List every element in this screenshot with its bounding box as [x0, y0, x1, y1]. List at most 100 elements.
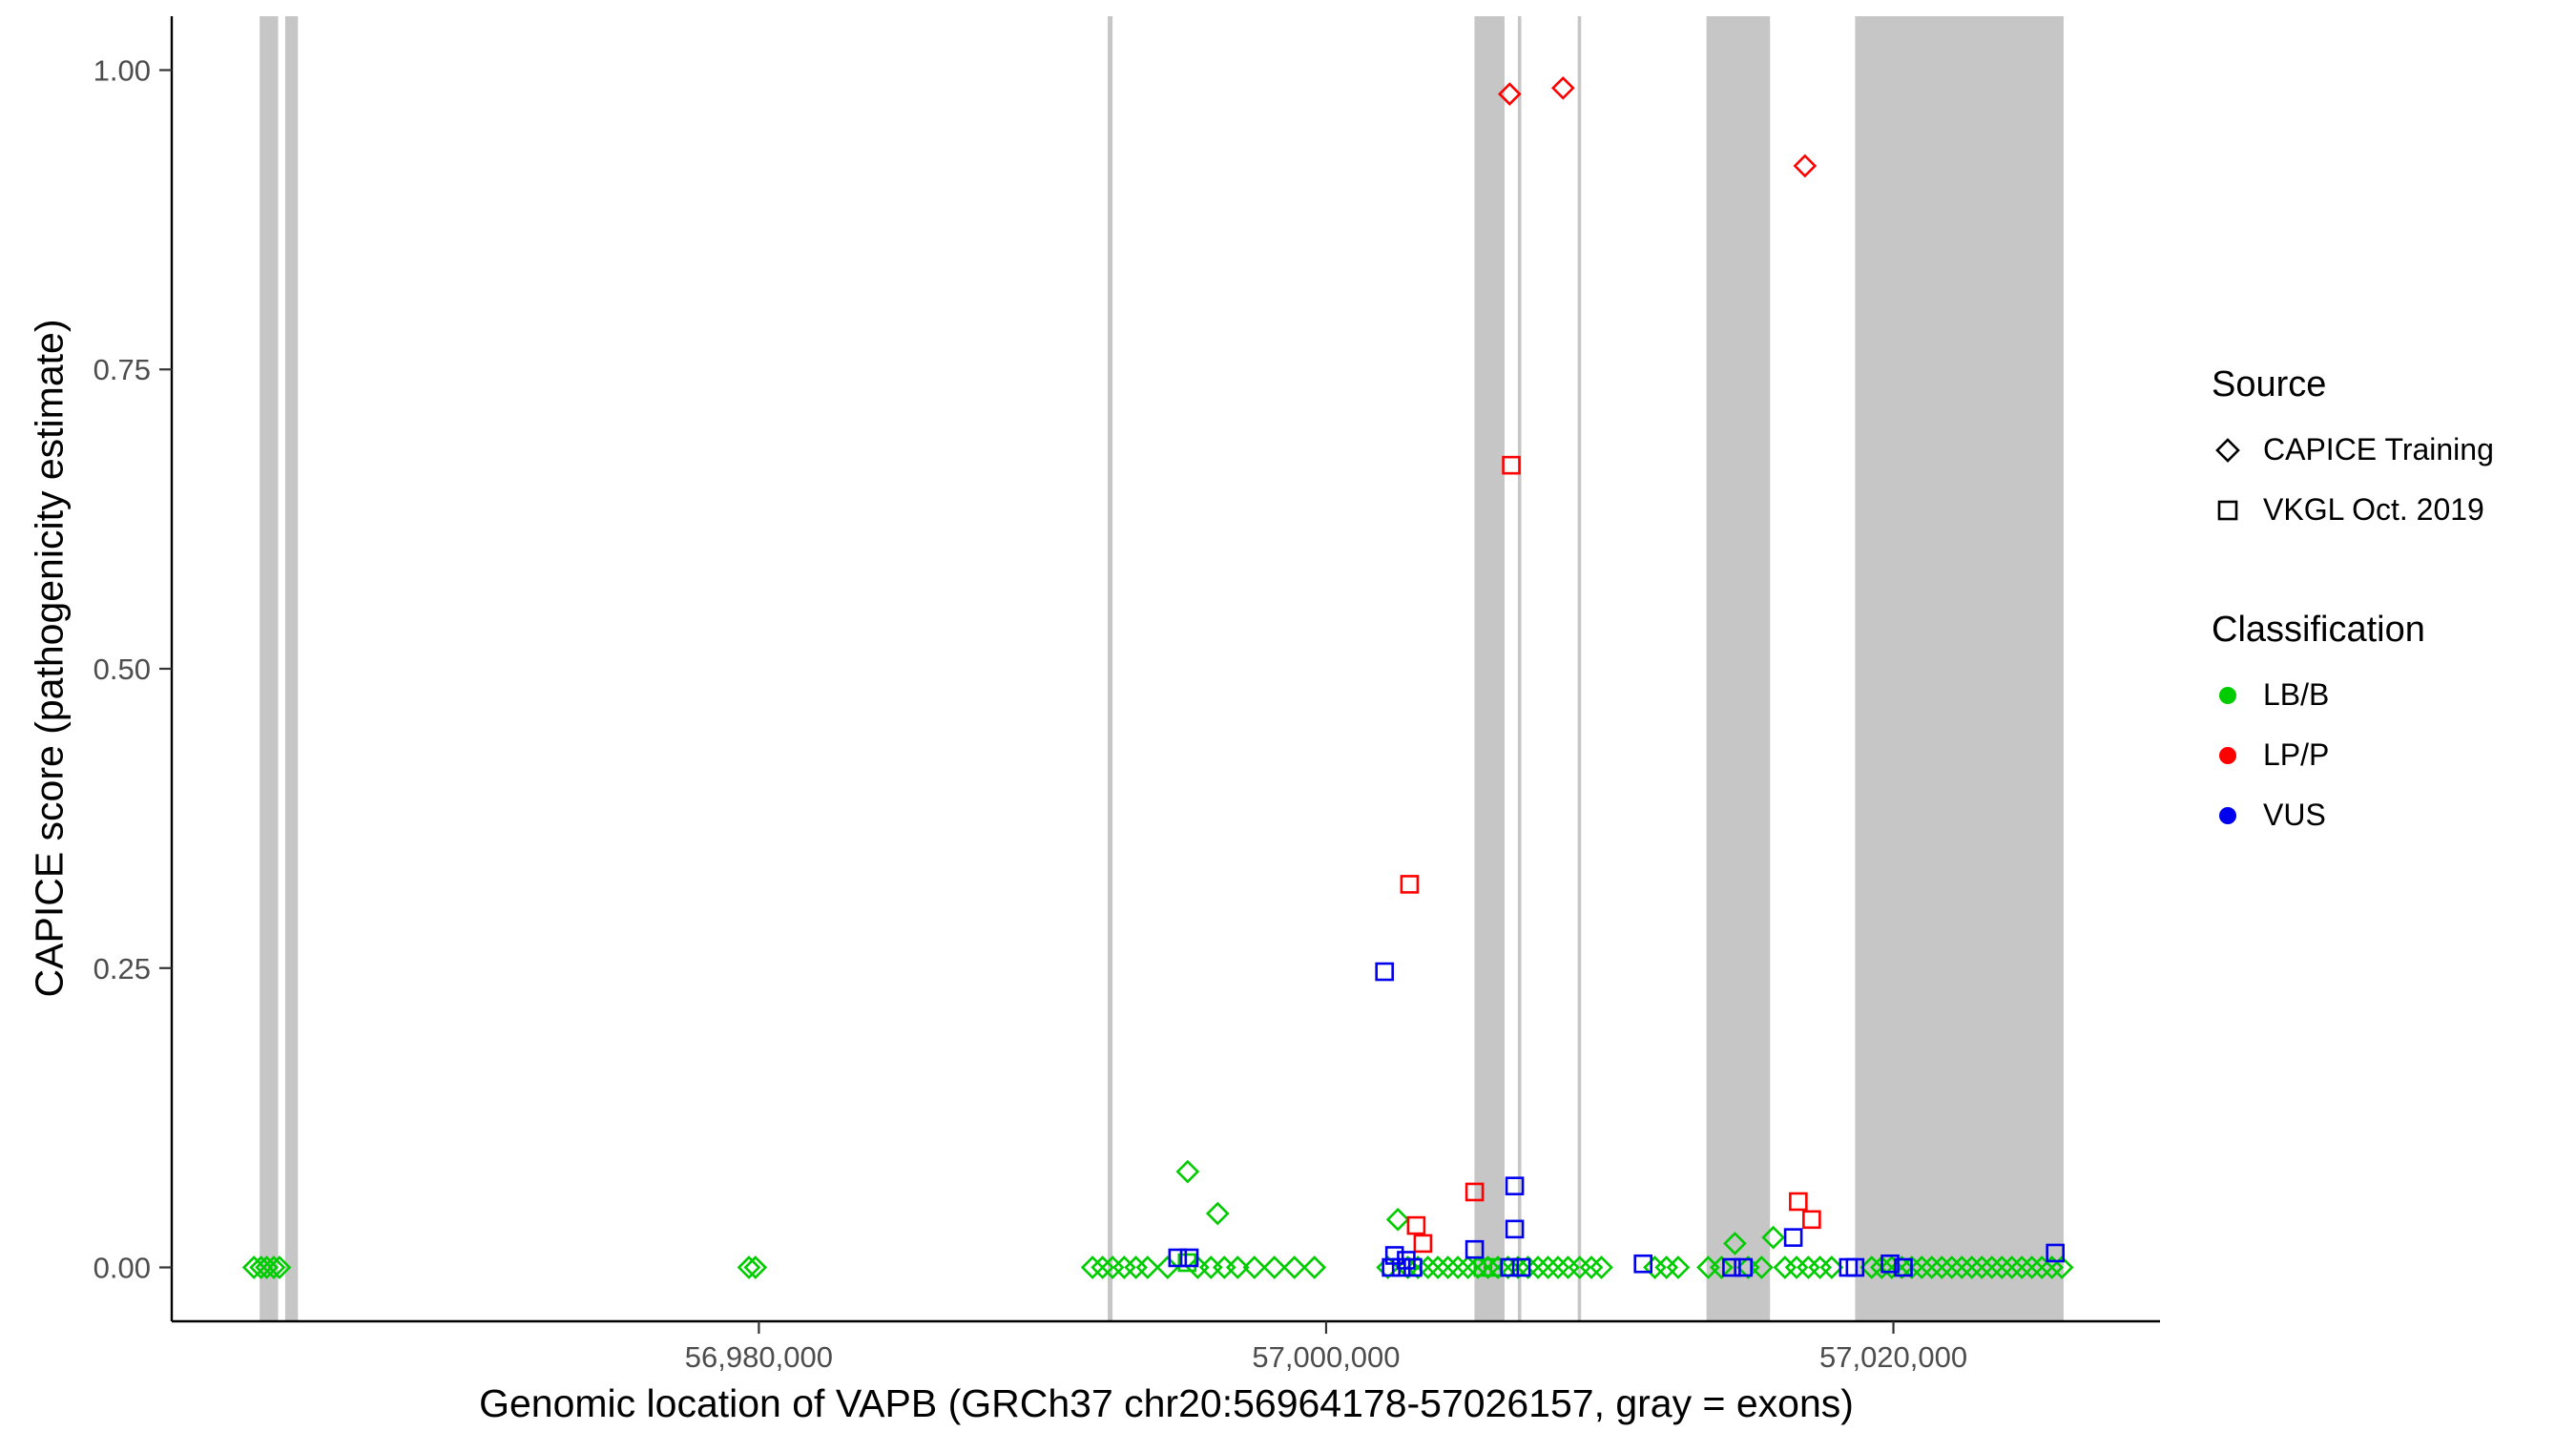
data-point-diamond: [1212, 1255, 1236, 1279]
data-point-square: [1783, 1228, 1803, 1247]
data-point-diamond: [2000, 1255, 2025, 1279]
data-point-square: [1722, 1257, 1741, 1277]
data-point-diamond: [261, 1255, 286, 1279]
diamond-icon: [2215, 437, 2240, 463]
data-point-square: [1177, 1253, 1197, 1273]
data-point-diamond: [1909, 1255, 1934, 1279]
exon-band: [284, 16, 299, 1321]
data-point-diamond: [1819, 1255, 1844, 1279]
data-point-diamond: [1155, 1255, 1180, 1279]
data-point-diamond: [1989, 1255, 2014, 1279]
data-point-diamond: [1949, 1255, 1974, 1279]
data-point-diamond: [1929, 1255, 1954, 1279]
data-point-square: [1894, 1257, 1913, 1277]
data-point-diamond: [1516, 1255, 1540, 1279]
x-tick-label: 57,020,000: [1819, 1340, 1967, 1374]
x-axis-title: Genomic location of VAPB (GRCh37 chr20:5…: [479, 1381, 1854, 1425]
data-point-square: [1168, 1248, 1188, 1268]
data-point-diamond: [1425, 1255, 1450, 1279]
exon-band: [1474, 16, 1505, 1321]
legend-item-label: VUS: [2263, 798, 2326, 832]
data-point-square: [1375, 962, 1394, 982]
exon-band: [1517, 16, 1522, 1321]
data-point-diamond: [2009, 1255, 2034, 1279]
legend-classification-group: Classification LB/B LP/P VUS: [2212, 610, 2494, 833]
data-point-square: [1500, 1257, 1520, 1277]
data-point-diamond: [1536, 1255, 1560, 1279]
exon-band: [1706, 16, 1771, 1321]
data-point-square: [1633, 1254, 1653, 1274]
legend: Source CAPICE Training VKGL Oct. 2019 Cl…: [2212, 364, 2494, 858]
blue-dot-icon: [2219, 806, 2236, 824]
data-point-square: [1400, 875, 1420, 894]
legend-item-vus: VUS: [2212, 798, 2494, 833]
data-point-diamond: [1405, 1255, 1430, 1279]
data-point-diamond: [1282, 1255, 1307, 1279]
data-point-diamond: [1940, 1255, 1964, 1279]
data-point-diamond: [1262, 1255, 1287, 1279]
legend-item-capice-training: CAPICE Training: [2212, 432, 2494, 467]
data-point-square: [1511, 1257, 1531, 1277]
data-point-square: [1473, 1257, 1493, 1277]
data-point-diamond: [737, 1255, 761, 1279]
data-point-diamond: [1550, 75, 1575, 100]
legend-item-label: CAPICE Training: [2263, 432, 2494, 467]
exon-band: [1855, 16, 2064, 1321]
data-point-square: [1802, 1210, 1821, 1230]
data-point-diamond: [1497, 82, 1522, 106]
data-point-diamond: [1135, 1255, 1160, 1279]
data-point-diamond: [1579, 1255, 1604, 1279]
data-point-square: [1384, 1246, 1404, 1265]
data-point-diamond: [2049, 1255, 2074, 1279]
data-point-diamond: [743, 1255, 768, 1279]
exon-band: [1577, 16, 1582, 1321]
data-point-diamond: [1385, 1207, 1410, 1232]
data-point-square: [1505, 1176, 1525, 1195]
legend-item-label: LP/P: [2263, 737, 2330, 772]
data-point-diamond: [1723, 1232, 1747, 1255]
x-tick-label: 57,000,000: [1252, 1340, 1400, 1374]
data-point-square: [1505, 1219, 1525, 1239]
data-point-diamond: [1445, 1255, 1470, 1279]
data-point-diamond: [2040, 1255, 2065, 1279]
data-point-diamond: [1526, 1255, 1550, 1279]
data-point-square: [1502, 455, 1521, 475]
data-point-diamond: [1761, 1225, 1785, 1250]
data-point-diamond: [1198, 1255, 1223, 1279]
data-point-square: [2046, 1243, 2065, 1263]
data-point-square: [1845, 1257, 1865, 1277]
data-point-diamond: [1436, 1255, 1460, 1279]
data-point-diamond: [1750, 1255, 1774, 1279]
data-point-square: [1179, 1248, 1199, 1268]
legend-item-label: VKGL Oct. 2019: [2263, 492, 2484, 527]
legend-item-label: LB/B: [2263, 677, 2330, 712]
data-point-diamond: [1205, 1201, 1230, 1226]
data-point-square: [1789, 1192, 1808, 1212]
data-point-square: [1403, 1257, 1423, 1277]
legend-classification-title: Classification: [2212, 610, 2425, 650]
y-tick-label: 0.75: [93, 353, 151, 386]
data-point-diamond: [1175, 1159, 1200, 1184]
data-point-diamond: [1980, 1255, 2005, 1279]
legend-item-lpp: LP/P: [2212, 737, 2494, 773]
data-point-diamond: [1793, 154, 1818, 178]
data-point-diamond: [1242, 1255, 1267, 1279]
data-point-diamond: [1080, 1255, 1105, 1279]
legend-item-vkgl: VKGL Oct. 2019: [2212, 492, 2494, 528]
data-point-diamond: [2029, 1255, 2054, 1279]
data-point-square: [1734, 1257, 1753, 1277]
y-tick-label: 0.50: [93, 653, 151, 686]
red-dot-icon: [2219, 746, 2236, 764]
data-point-diamond: [1225, 1255, 1250, 1279]
data-point-diamond: [1302, 1255, 1327, 1279]
data-point-diamond: [1091, 1255, 1114, 1279]
data-point-diamond: [1589, 1255, 1613, 1279]
data-point-diamond: [1476, 1255, 1500, 1279]
y-tick-label: 1.00: [93, 53, 151, 87]
y-tick-label: 0.25: [93, 952, 151, 985]
data-point-diamond: [1546, 1255, 1570, 1279]
data-point-diamond: [1666, 1255, 1691, 1279]
data-point-diamond: [1960, 1255, 1984, 1279]
data-point-diamond: [1859, 1255, 1884, 1279]
